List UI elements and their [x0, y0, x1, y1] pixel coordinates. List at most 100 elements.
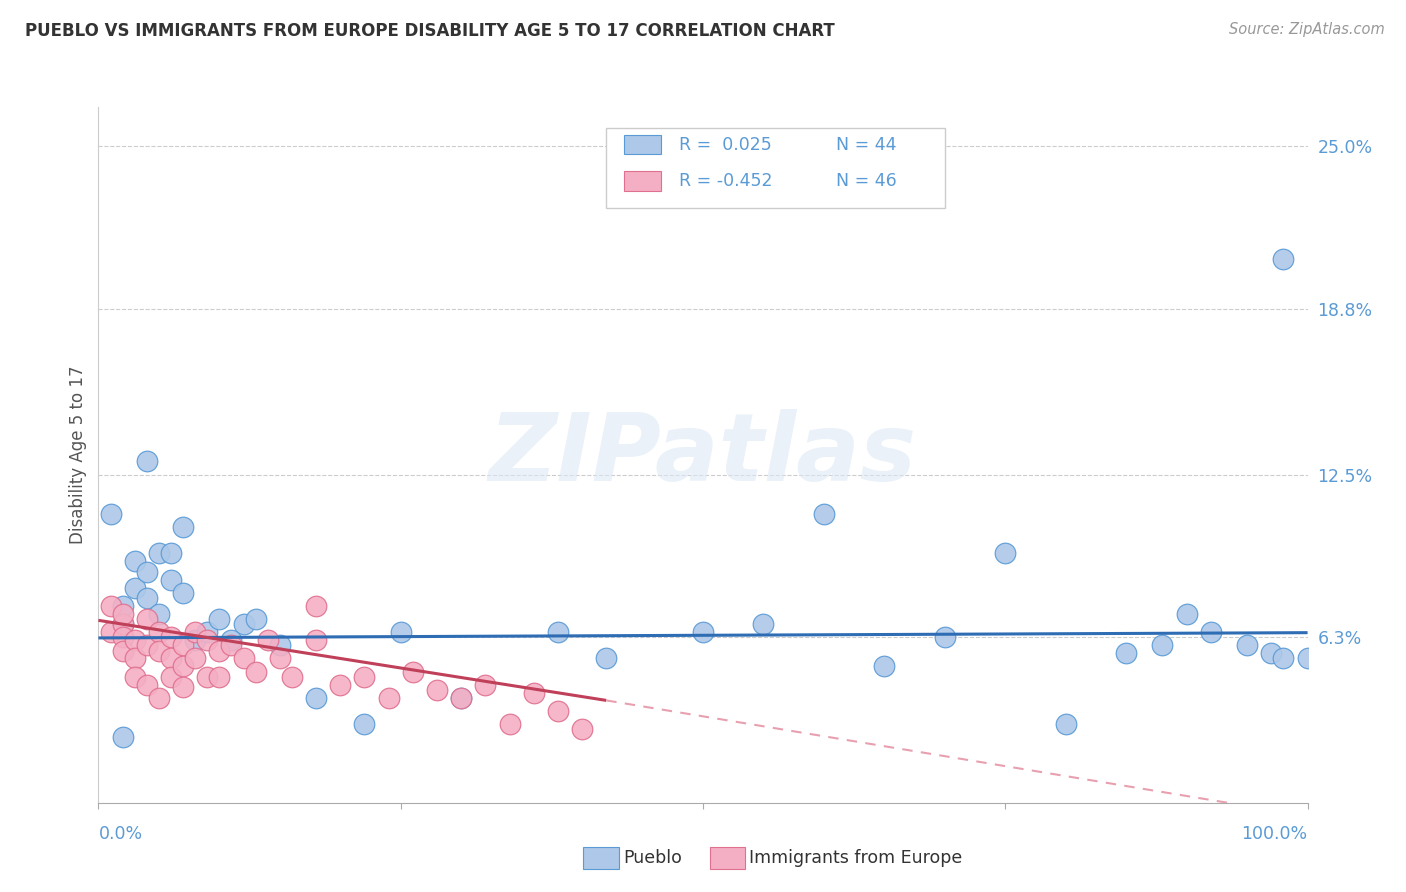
- Bar: [624, 171, 661, 191]
- Point: [195, 670, 218, 684]
- Point: [1054, 717, 1077, 731]
- Point: [245, 665, 267, 679]
- Point: [135, 638, 157, 652]
- Point: [305, 633, 328, 648]
- Point: [135, 565, 157, 579]
- Point: [813, 507, 835, 521]
- Point: [148, 643, 170, 657]
- Point: [124, 633, 146, 648]
- Point: [547, 704, 569, 718]
- Point: [934, 631, 956, 645]
- Point: [124, 670, 146, 684]
- Point: [221, 638, 243, 652]
- Point: [111, 631, 134, 645]
- Text: Pueblo: Pueblo: [623, 849, 682, 867]
- Point: [281, 670, 304, 684]
- Point: [232, 617, 254, 632]
- Point: [232, 651, 254, 665]
- Point: [172, 520, 194, 534]
- Y-axis label: Disability Age 5 to 17: Disability Age 5 to 17: [69, 366, 87, 544]
- Point: [450, 690, 472, 705]
- Point: [1115, 646, 1137, 660]
- Point: [195, 633, 218, 648]
- Point: [1152, 638, 1174, 652]
- Point: [269, 651, 291, 665]
- Point: [353, 670, 375, 684]
- Point: [124, 554, 146, 568]
- Point: [135, 612, 157, 626]
- Point: [245, 612, 267, 626]
- Text: Immigrants from Europe: Immigrants from Europe: [749, 849, 963, 867]
- Point: [184, 651, 207, 665]
- Text: ZIPatlas: ZIPatlas: [489, 409, 917, 501]
- Point: [305, 690, 328, 705]
- Point: [124, 651, 146, 665]
- Point: [160, 651, 183, 665]
- Point: [547, 625, 569, 640]
- Point: [111, 607, 134, 621]
- Point: [377, 690, 399, 705]
- Point: [160, 631, 183, 645]
- FancyBboxPatch shape: [606, 128, 945, 208]
- Text: R = -0.452: R = -0.452: [679, 172, 772, 190]
- Point: [595, 651, 617, 665]
- Point: [148, 625, 170, 640]
- Point: [269, 638, 291, 652]
- Point: [450, 690, 472, 705]
- Point: [172, 638, 194, 652]
- Point: [1260, 646, 1282, 660]
- Point: [111, 599, 134, 613]
- Text: 100.0%: 100.0%: [1241, 825, 1308, 843]
- Point: [111, 730, 134, 744]
- Point: [124, 581, 146, 595]
- Point: [305, 599, 328, 613]
- Point: [111, 617, 134, 632]
- Text: N = 46: N = 46: [837, 172, 897, 190]
- Point: [148, 690, 170, 705]
- Point: [135, 454, 157, 468]
- Point: [100, 507, 122, 521]
- Text: N = 44: N = 44: [837, 136, 897, 153]
- Point: [1296, 651, 1319, 665]
- Text: PUEBLO VS IMMIGRANTS FROM EUROPE DISABILITY AGE 5 TO 17 CORRELATION CHART: PUEBLO VS IMMIGRANTS FROM EUROPE DISABIL…: [25, 22, 835, 40]
- Point: [353, 717, 375, 731]
- Point: [148, 607, 170, 621]
- Point: [994, 546, 1017, 560]
- Point: [208, 670, 231, 684]
- Point: [256, 633, 278, 648]
- Point: [195, 625, 218, 640]
- Point: [111, 617, 134, 632]
- Point: [221, 633, 243, 648]
- Point: [100, 599, 122, 613]
- Text: Source: ZipAtlas.com: Source: ZipAtlas.com: [1229, 22, 1385, 37]
- Point: [692, 625, 714, 640]
- Point: [160, 573, 183, 587]
- Point: [523, 685, 546, 699]
- Point: [160, 670, 183, 684]
- Point: [160, 546, 183, 560]
- Point: [111, 643, 134, 657]
- Point: [172, 680, 194, 694]
- Point: [1272, 651, 1295, 665]
- Point: [1236, 638, 1258, 652]
- Point: [1272, 252, 1295, 267]
- Text: 0.0%: 0.0%: [98, 825, 142, 843]
- Point: [1199, 625, 1222, 640]
- Point: [172, 659, 194, 673]
- Point: [135, 591, 157, 605]
- Point: [184, 625, 207, 640]
- Point: [873, 659, 896, 673]
- Point: [498, 717, 520, 731]
- Point: [474, 678, 496, 692]
- Point: [208, 612, 231, 626]
- Point: [329, 678, 352, 692]
- Point: [426, 682, 449, 697]
- Point: [752, 617, 775, 632]
- Point: [184, 633, 207, 648]
- Bar: [624, 135, 661, 154]
- Point: [389, 625, 412, 640]
- Point: [571, 723, 593, 737]
- Point: [100, 625, 122, 640]
- Point: [172, 586, 194, 600]
- Point: [135, 678, 157, 692]
